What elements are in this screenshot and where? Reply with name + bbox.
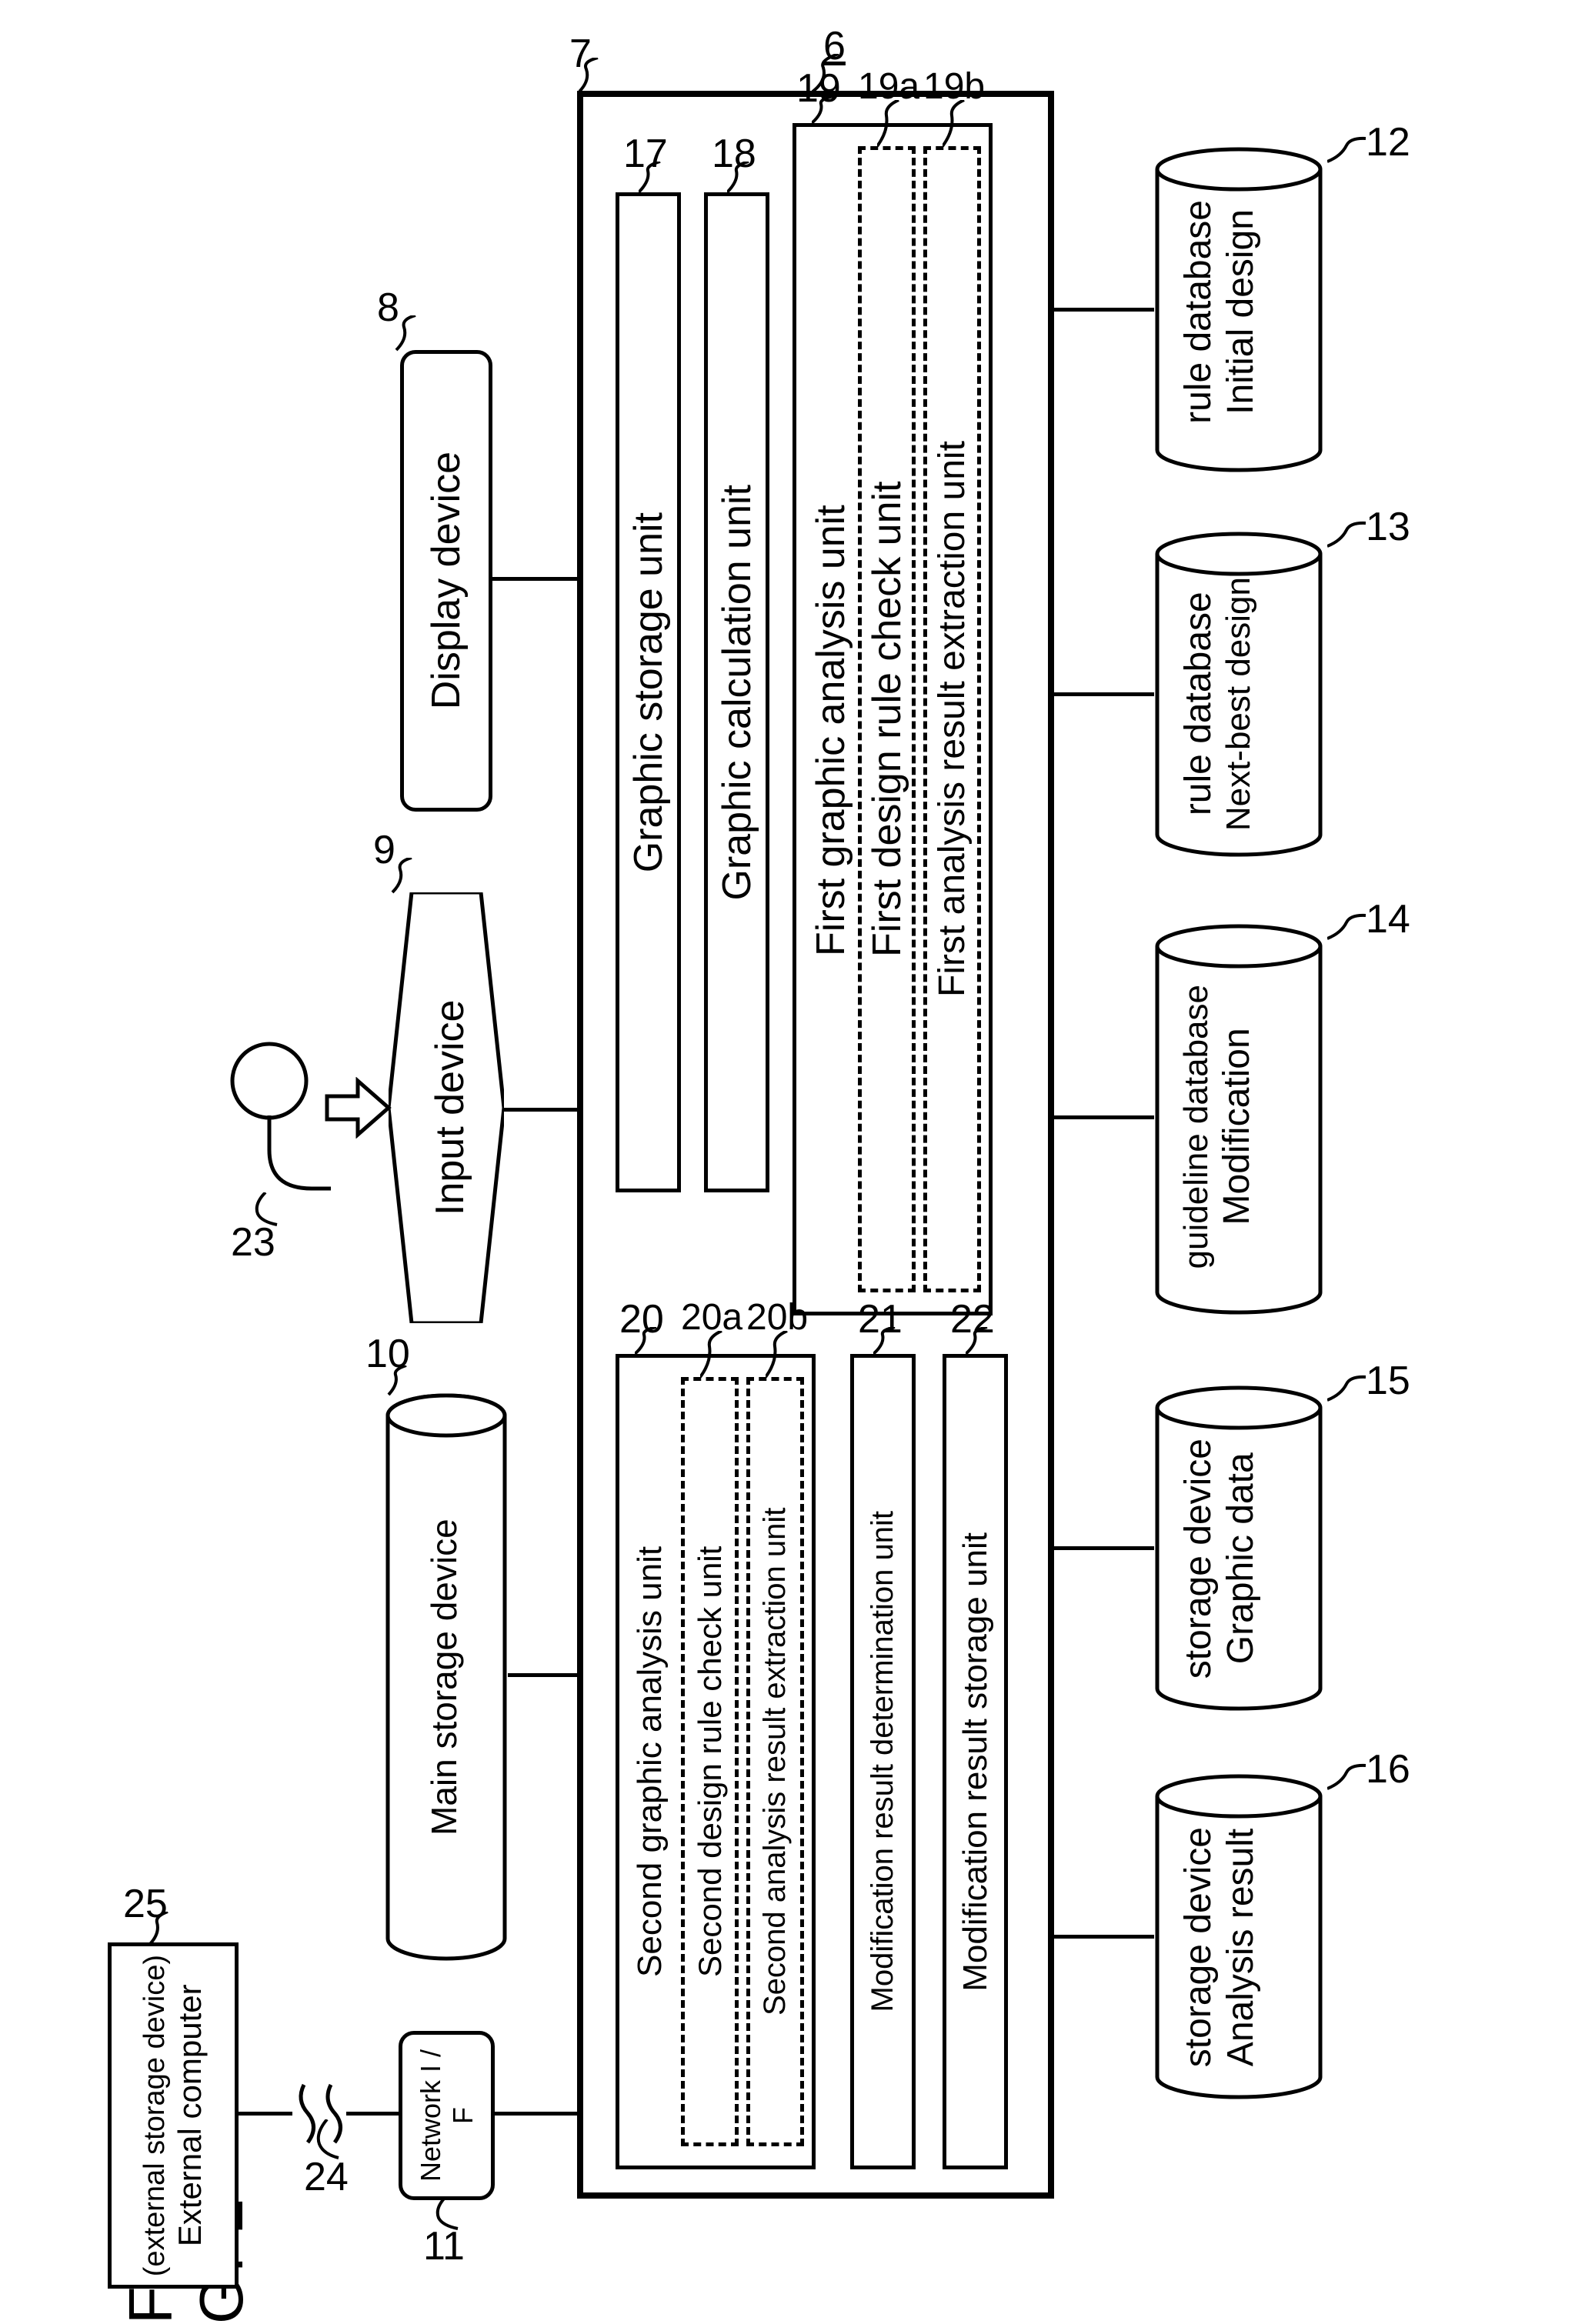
db15-l1: Graphic data (1220, 1439, 1262, 1679)
ref-13: 13 (1366, 504, 1410, 550)
db16-l1: Analysis result (1220, 1827, 1262, 2067)
leader-23 (254, 1192, 285, 1227)
conn-13 (1054, 692, 1154, 696)
unit-22-label: Modification result storage unit (956, 1532, 995, 1992)
db15-l2: storage device (1177, 1439, 1220, 1679)
second-extract-unit: Second analysis result extraction unit (746, 1377, 804, 2146)
unit-21-label: Modification result determination unit (866, 1511, 900, 2012)
db12-l2: rule database (1177, 200, 1220, 424)
leader-20a (700, 1331, 731, 1381)
conn-12 (1054, 308, 1154, 312)
conn-10 (508, 1673, 577, 1677)
ref-16: 16 (1366, 1746, 1410, 1792)
display-device: Display device (400, 350, 492, 812)
first-check-unit: First design rule check unit (858, 146, 916, 1292)
leader-25 (146, 1912, 177, 1946)
conn-9 (504, 1108, 577, 1112)
db13-l2: rule database (1177, 577, 1220, 831)
conn-8 (492, 577, 577, 581)
ref-12: 12 (1366, 119, 1410, 165)
unit-19b-label: First analysis result extraction unit (931, 162, 973, 1277)
db-12-labels: rule database Initial design (1177, 200, 1262, 424)
leader-16 (1327, 1762, 1370, 1792)
ref-14: 14 (1366, 896, 1410, 942)
network-if: Network I / F (399, 2031, 495, 2200)
leader-15 (1327, 1373, 1370, 1404)
db-16-labels: storage device Analysis result (1177, 1827, 1262, 2067)
leader-9 (389, 858, 419, 896)
leader-13 (1327, 519, 1370, 550)
first-extract-unit: First analysis result extraction unit (923, 146, 981, 1292)
unit-17-label: Graphic storage unit (626, 512, 672, 872)
unit-20a-label: Second design rule check unit (692, 1392, 729, 2131)
conn-15 (1054, 1546, 1154, 1550)
db14-l2: guideline database (1177, 985, 1216, 1269)
leader-8 (392, 315, 423, 354)
db-13-labels: rule database Next-best design (1177, 577, 1258, 831)
unit-18-label: Graphic calculation unit (714, 485, 760, 901)
leader-19 (812, 96, 843, 127)
external-label1: External computer (172, 1955, 209, 2276)
mod-store-unit: Modification result storage unit (943, 1354, 1008, 2169)
main-storage-label: Main storage device (423, 1462, 465, 1892)
unit-19-label: First graphic analysis unit (808, 308, 854, 1154)
db14-l1: Modification (1216, 985, 1258, 1269)
unit-19a-label: First design rule check unit (864, 162, 910, 1277)
user-icon (196, 1039, 335, 1192)
graphic-calc-unit: Graphic calculation unit (704, 192, 769, 1192)
graphic-storage-unit: Graphic storage unit (616, 192, 681, 1192)
input-arrow-icon (323, 1077, 392, 1139)
leader-18 (727, 162, 758, 196)
unit-20-label: Second graphic analysis unit (631, 1423, 669, 2100)
leader-10 (385, 1365, 415, 1396)
conn-11 (495, 2112, 577, 2116)
conn-16 (1054, 1935, 1154, 1939)
conn-14 (1054, 1115, 1154, 1119)
db-14-labels: guideline database Modification (1177, 985, 1258, 1269)
leader-17 (639, 162, 669, 196)
unit-20b-label: Second analysis result extraction unit (758, 1392, 792, 2131)
second-check-unit: Second design rule check unit (681, 1377, 739, 2146)
db-15-labels: storage device Graphic data (1177, 1439, 1262, 1679)
leader-14 (1327, 912, 1370, 942)
leader-21 (873, 1327, 904, 1358)
leader-24 (315, 2119, 346, 2162)
leader-20 (635, 1327, 666, 1358)
external-label2: (external storage device) (138, 1955, 172, 2276)
leader-7 (579, 58, 609, 96)
db16-l2: storage device (1177, 1827, 1220, 2067)
leader-19a (877, 100, 908, 150)
leader-22 (966, 1327, 996, 1358)
leader-19b (943, 100, 973, 150)
ref-15: 15 (1366, 1358, 1410, 1404)
leader-11 (435, 2196, 465, 2231)
db12-l1: Initial design (1220, 200, 1262, 424)
db13-l1: Next-best design (1220, 577, 1258, 831)
external-computer: (external storage device) External compu… (108, 1942, 239, 2289)
display-label: Display device (423, 452, 469, 709)
input-label: Input device (427, 946, 473, 1269)
leader-20b (766, 1331, 796, 1381)
mod-det-unit: Modification result determination unit (850, 1354, 916, 2169)
leader-12 (1327, 135, 1370, 165)
network-label: Network I / F (415, 2046, 479, 2185)
